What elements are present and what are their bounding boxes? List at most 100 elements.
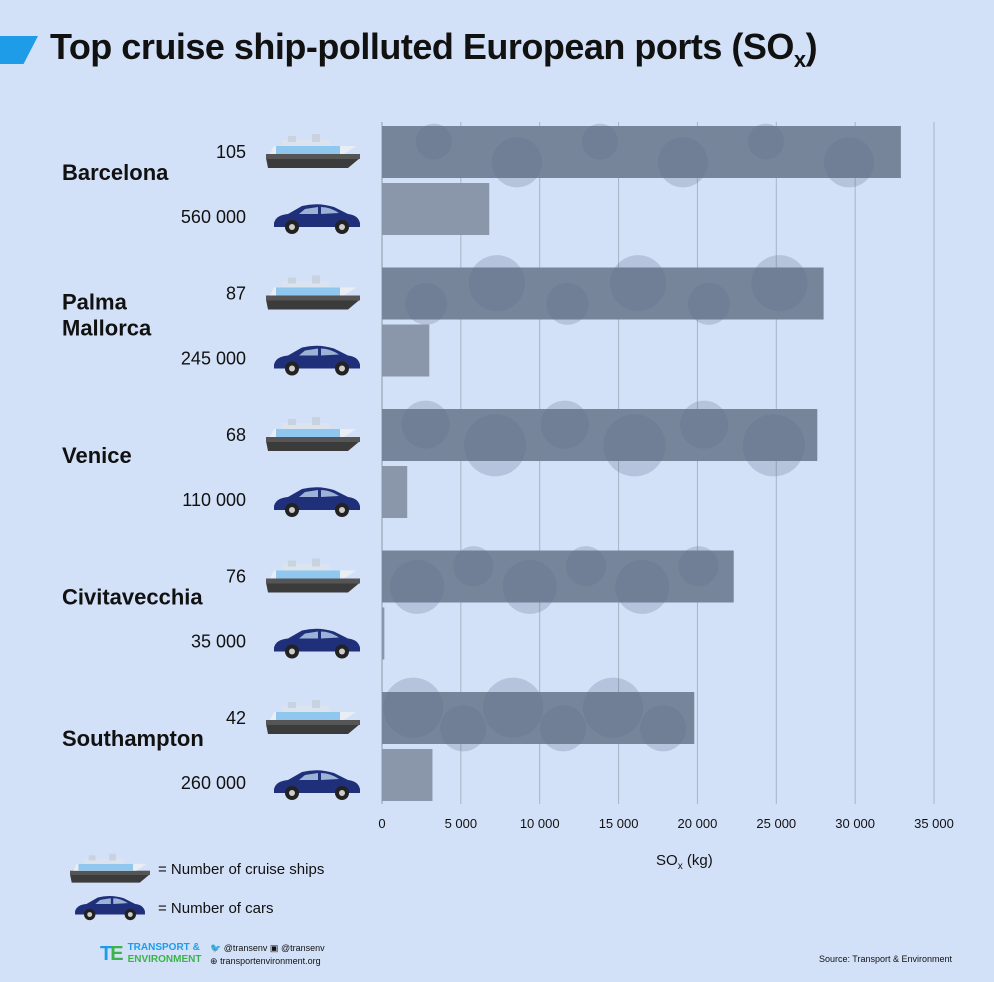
- bar-cars-1: [382, 324, 430, 377]
- bar-texture: [583, 677, 644, 738]
- x-tick-label: 0: [378, 816, 385, 831]
- car-icon: [274, 487, 360, 517]
- bar-texture: [640, 705, 687, 752]
- title-close: ): [805, 26, 818, 68]
- title-bar: Top cruise ship-polluted European ports …: [0, 22, 818, 78]
- twitter-handle[interactable]: @transenv: [223, 943, 268, 953]
- bar-texture: [546, 282, 589, 325]
- port-label: Civitavecchia: [62, 585, 203, 610]
- ship-count-label: 68: [226, 425, 246, 445]
- bar-cars-4: [382, 749, 433, 801]
- bar-ships-2: [382, 409, 818, 461]
- car-count-label: 110 000: [182, 490, 246, 510]
- x-tick-label: 15 000: [599, 816, 639, 831]
- legend-ships-label: = Number of cruise ships: [158, 860, 325, 878]
- bars-layer: [382, 123, 901, 801]
- port-label: Venice: [62, 443, 132, 468]
- ship-icon: [266, 275, 360, 310]
- car-icon: [274, 628, 360, 659]
- ship-icon: [266, 558, 360, 593]
- bar-texture: [405, 282, 448, 325]
- website-link[interactable]: transportenvironment.org: [220, 956, 321, 966]
- x-tick-label: 5 000: [445, 816, 478, 831]
- logo-mark-icon: TE: [100, 942, 124, 965]
- globe-icon: ⊕: [210, 956, 218, 966]
- x-tick-label: 10 000: [520, 816, 560, 831]
- legend-car-icon: [75, 895, 145, 921]
- car-icon: [274, 345, 360, 376]
- twitter-icon: 🐦: [210, 943, 222, 953]
- bar-texture: [502, 559, 557, 614]
- facebook-handle[interactable]: @transenv: [280, 943, 325, 953]
- title-text: Top cruise ship-polluted European ports …: [50, 26, 794, 68]
- x-tick-label: 25 000: [756, 816, 796, 831]
- port-label: Palma Mallorca: [62, 290, 152, 341]
- bar-cars-2: [382, 466, 408, 518]
- bar-texture: [747, 123, 784, 160]
- bar-texture: [657, 137, 708, 188]
- title-subscript: x: [793, 47, 806, 73]
- bar-texture: [491, 137, 542, 188]
- source-note: Source: Transport & Environment: [818, 954, 952, 964]
- ship-count-label: 87: [226, 284, 246, 304]
- car-count-label: 35 000: [191, 632, 246, 652]
- page-title: Top cruise ship-polluted European ports …: [50, 26, 818, 73]
- legend-cars: = Number of cars: [70, 895, 273, 921]
- bar-ships-1: [382, 267, 824, 320]
- port-label: Barcelona: [62, 160, 169, 185]
- facebook-icon: ▣: [269, 943, 279, 953]
- ship-count-label: 42: [226, 708, 246, 728]
- bar-texture: [751, 255, 808, 312]
- bar-texture: [540, 705, 587, 752]
- car-icon: [274, 204, 360, 234]
- bar-texture: [540, 400, 589, 449]
- bar-texture: [823, 137, 874, 188]
- bar-texture: [680, 400, 729, 449]
- legend-cars-label: = Number of cars: [158, 899, 274, 917]
- bar-texture: [687, 282, 730, 325]
- legend-ships: = Number of cruise ships: [70, 852, 324, 886]
- x-tick-label: 35 000: [914, 816, 954, 831]
- bar-texture: [603, 414, 666, 477]
- logo-line1: TRANSPORT &: [127, 942, 200, 953]
- car-icon: [274, 770, 360, 800]
- bar-texture: [565, 546, 606, 587]
- bar-texture: [742, 414, 805, 477]
- ticks-layer: 0 5 000 10 000 15 000 20 000 25 000 30 000 35 0…: [378, 816, 954, 831]
- x-axis-title: SOx (kg): [656, 852, 713, 872]
- bar-texture: [383, 677, 444, 738]
- bar-cars-3: [382, 607, 385, 660]
- bar-ships-0: [382, 126, 901, 178]
- ship-count-label: 76: [226, 567, 246, 587]
- car-count-label: 245 000: [181, 349, 246, 369]
- bar-cars-0: [382, 183, 490, 235]
- bar-texture: [390, 559, 445, 614]
- port-label: Southampton: [62, 726, 204, 751]
- car-count-label: 560 000: [181, 207, 246, 227]
- brand-logo: TE TRANSPORT & ENVIRONMENT: [100, 942, 201, 966]
- bar-texture: [581, 123, 618, 160]
- bar-texture: [415, 123, 452, 160]
- ship-icon: [266, 700, 360, 734]
- bar-ships-3: [382, 550, 734, 603]
- logo-line2: ENVIRONMENT: [127, 954, 202, 965]
- bar-texture: [453, 546, 494, 587]
- bar-texture: [440, 705, 487, 752]
- bar-texture: [615, 559, 670, 614]
- bar-ships-4: [382, 692, 695, 744]
- x-tick-label: 20 000: [678, 816, 718, 831]
- bar-texture: [610, 255, 667, 312]
- bar-texture: [464, 414, 527, 477]
- car-count-label: 260 000: [181, 773, 246, 793]
- bar-texture: [468, 255, 525, 312]
- bar-texture: [483, 677, 544, 738]
- chart-area: Barcelona 105 560 000 Palma Mallorca 87 245 00…: [62, 122, 954, 872]
- ship-icon: [266, 134, 360, 168]
- ship-count-label: 105: [216, 142, 246, 162]
- grid-layer: [381, 122, 935, 804]
- x-tick-label: 30 000: [835, 816, 875, 831]
- bar-texture: [401, 400, 450, 449]
- bar-texture: [678, 546, 719, 587]
- legend-ship-icon: [70, 853, 150, 883]
- social-links: 🐦 @transenv ▣ @transenv ⊕ transportenvir…: [210, 942, 325, 968]
